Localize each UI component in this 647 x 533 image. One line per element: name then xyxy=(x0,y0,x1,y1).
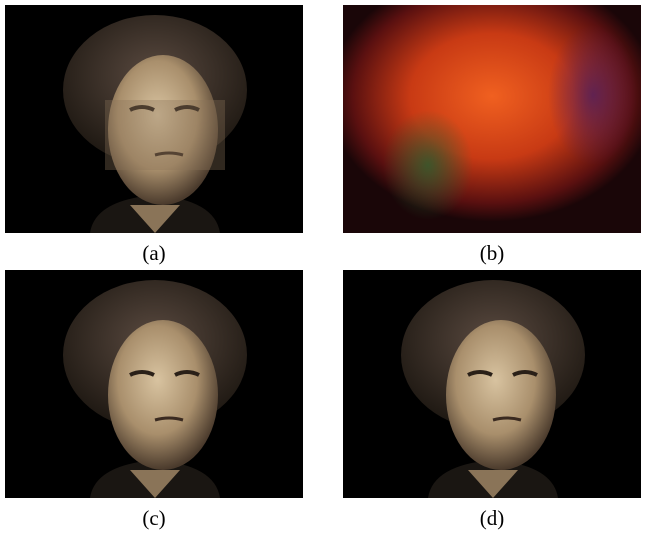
caption: (a) xyxy=(142,241,165,265)
caption: (b) xyxy=(480,241,505,265)
caption: (c) xyxy=(142,506,165,530)
figure: (a) (b) (c) (d) xyxy=(0,0,647,533)
caption: (d) xyxy=(480,506,505,530)
panel-a-image xyxy=(5,5,303,233)
panel-d-image xyxy=(343,270,641,498)
panel-b-image xyxy=(343,5,641,233)
panel-c-image xyxy=(5,270,303,498)
